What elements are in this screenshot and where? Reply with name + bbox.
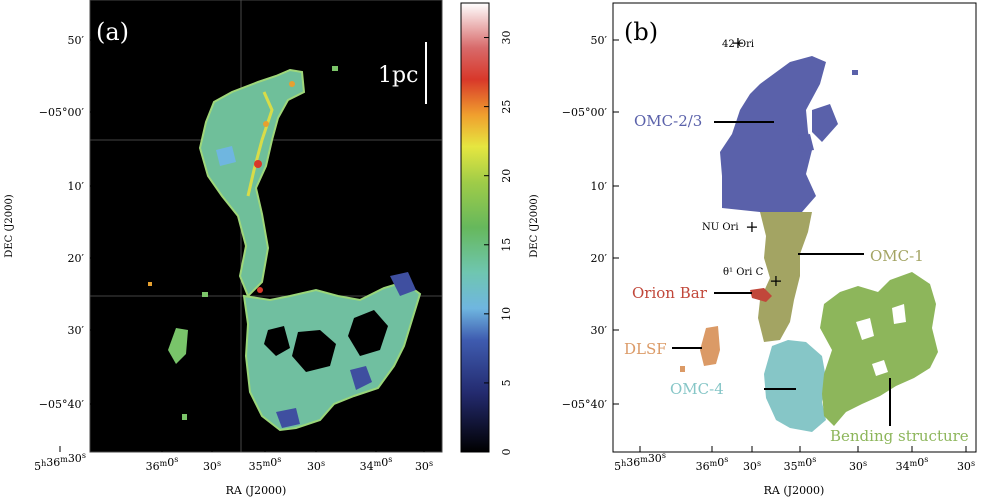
filament-hot-spot: [289, 81, 295, 87]
y-tick-label: 20′: [591, 252, 608, 265]
y-tick-label: 10′: [68, 180, 85, 193]
x-tick-label: 5h36m30s: [34, 451, 86, 473]
filament-dark-pocket: [292, 330, 336, 372]
region-omc23-fragment: [798, 134, 814, 152]
region-orion-bar: [750, 288, 772, 302]
colorbar-tick-label: 15: [500, 238, 513, 252]
y-tick-label: 50′: [591, 34, 608, 47]
region-dlsf-speck: [680, 366, 685, 372]
x-tick-label: 34m0s: [360, 455, 393, 473]
colorbar-ticks: 0 5 10 15 20 25 30: [484, 31, 513, 456]
x-tick-label: 30s: [415, 459, 433, 473]
region-omc23-speck: [852, 70, 858, 75]
filament-low-density: [350, 366, 372, 390]
filament-speck: [148, 282, 152, 286]
region-omc23: [720, 56, 826, 212]
filament-low-density: [276, 408, 300, 428]
filament-speck: [202, 292, 208, 297]
y-tick-label: 50′: [68, 34, 85, 47]
region-omc23-fragment: [812, 104, 838, 142]
filament-ridge: [246, 91, 274, 197]
filament-emission-map: [148, 66, 422, 432]
panel-a-y-axis-label: DEC (J2000): [4, 194, 15, 258]
filament-hot-spot: [257, 287, 263, 293]
region-bending-hole: [892, 304, 906, 324]
omc23-label: OMC-2/3: [634, 112, 702, 130]
x-tick-label: 30s: [957, 459, 975, 473]
omc1-label: OMC-1: [870, 247, 924, 265]
scale-bar-label: 1pc: [378, 63, 418, 88]
panel-b-x-axis-label: RA (J2000): [764, 484, 825, 497]
star-theta1-ori-c-marker: +: [769, 271, 782, 290]
filament-low-density: [390, 272, 416, 296]
y-tick-label: 10′: [591, 180, 608, 193]
x-tick-label: 34m0s: [896, 455, 929, 473]
filament-dlsf-patch: [168, 328, 188, 364]
panel-a-x-ticks: 5h36m30s 36m0s 30s 35m0s 30s 34m0s 30s: [34, 446, 433, 473]
star-nu-ori-marker: +: [745, 217, 758, 236]
region-bending-hole: [856, 318, 874, 340]
colorbar-tick-label: 25: [500, 100, 513, 114]
panel-b-y-ticks: 50′ −05°00′ 10′ 20′ 30′ −05°40′: [562, 34, 619, 411]
region-omc1: [758, 212, 812, 342]
y-tick-label: −05°40′: [562, 398, 608, 411]
filament-hot-spot: [263, 121, 269, 127]
region-bending-structure: [820, 272, 938, 426]
panel-b-x-ticks: 5h36m30s 36m0s 30s 35m0s 30s 34m0s 30s: [614, 446, 975, 473]
y-tick-label: 20′: [68, 252, 85, 265]
region-bending-hole: [872, 360, 888, 376]
y-tick-label: 30′: [68, 324, 85, 337]
star-nu-ori-label: NU Ori: [702, 222, 739, 233]
panel-a-y-ticks: 50′ −05°00′ 10′ 20′ 30′ −05°40′: [39, 34, 96, 411]
star-42-ori-label: 42 Ori: [722, 39, 754, 50]
region-omc4: [764, 340, 826, 432]
panel-a: (a) 1pc 0 5 10 15 20 25 30 50′ −05°00′ 10′ 20′ 30′…: [4, 0, 513, 497]
filament-speck: [182, 414, 187, 420]
y-tick-label: 30′: [591, 324, 608, 337]
filament-hot-spot: [254, 160, 262, 168]
colorbar-tick-label: 0: [500, 449, 513, 456]
dlsf-label: DLSF: [624, 340, 667, 358]
star-theta1-ori-c-label: θ¹ Ori C: [723, 267, 764, 278]
panel-b-y-axis-label: DEC (J2000): [529, 194, 540, 258]
panel-a-label: (a): [96, 18, 129, 46]
colorbar-tick-label: 20: [500, 169, 513, 183]
y-tick-label: −05°00′: [562, 106, 608, 119]
x-tick-label: 35m0s: [784, 455, 817, 473]
x-tick-label: 30s: [203, 459, 221, 473]
x-tick-label: 5h36m30s: [614, 451, 666, 473]
bending-label: Bending structure: [830, 427, 969, 445]
y-tick-label: −05°00′: [39, 106, 85, 119]
filament-dark-pocket: [348, 310, 388, 356]
star-42-ori-marker: +: [731, 33, 744, 52]
y-tick-label: −05°40′: [39, 398, 85, 411]
x-tick-label: 30s: [307, 459, 325, 473]
panel-a-x-axis-label: RA (J2000): [226, 484, 287, 497]
orion-bar-label: Orion Bar: [632, 284, 708, 302]
region-dlsf: [700, 326, 720, 366]
colorbar-tick-label: 10: [500, 307, 513, 321]
filament-dark-pocket: [264, 326, 290, 356]
colorbar-tick-label: 30: [500, 31, 513, 45]
filament-low-density: [216, 146, 236, 166]
panel-b-label: (b): [624, 18, 658, 46]
filament-speck: [332, 66, 338, 71]
omc4-label: OMC-4: [670, 380, 724, 398]
colorbar: [460, 2, 490, 453]
panel-b: + 42 Ori + NU Ori + θ¹ Ori C OMC-2/3 OMC…: [529, 2, 977, 497]
x-tick-label: 36m0s: [146, 455, 179, 473]
x-tick-label: 35m0s: [249, 455, 282, 473]
colorbar-tick-label: 5: [500, 379, 513, 386]
x-tick-label: 30s: [743, 459, 761, 473]
region-bending-speck: [832, 308, 836, 312]
x-tick-label: 36m0s: [696, 455, 729, 473]
x-tick-label: 30s: [849, 459, 867, 473]
